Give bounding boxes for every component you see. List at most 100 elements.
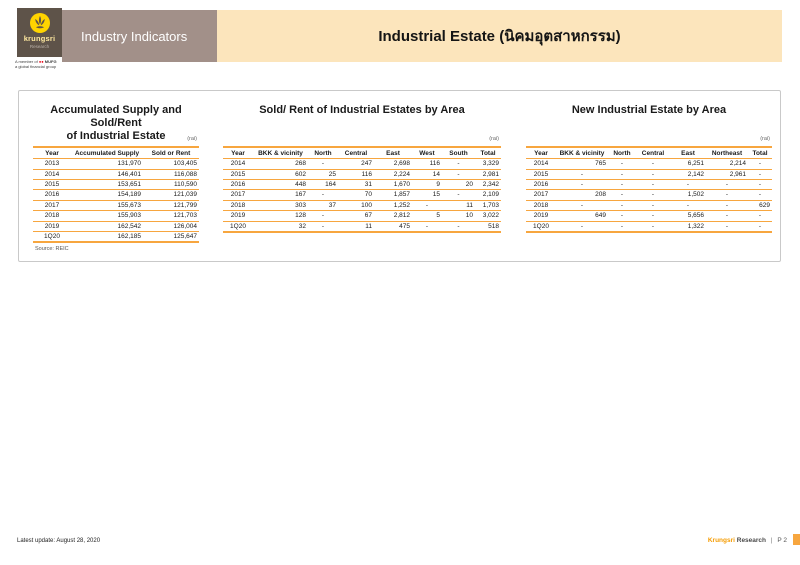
table-cell: 121,703 <box>143 210 199 222</box>
table-cell: - <box>636 221 670 234</box>
table-cell: 2016 <box>33 189 71 201</box>
table-cell: 2017 <box>33 200 71 212</box>
table-cell: 2014 <box>33 169 71 181</box>
accumulated-supply-table: Year Accumulated Supply Sold or Rent 2013 13… <box>33 146 199 244</box>
table-cell: 153,651 <box>71 179 143 191</box>
table-cell: 20 <box>442 179 475 191</box>
table-cell: 167 <box>253 189 308 201</box>
table-cell: - <box>636 158 670 170</box>
table-cell: 11 <box>442 200 475 212</box>
table-header-row: Year BKK & vicinity North Central East Northe… <box>526 146 772 160</box>
table-cell: - <box>748 189 772 201</box>
column-header: Central <box>338 146 374 160</box>
table-cell: 9 <box>412 179 442 191</box>
table-cell: - <box>748 221 772 234</box>
new-estate-by-area-table: Year BKK & vicinity North Central East Northe… <box>526 146 772 234</box>
table-cell: 649 <box>556 210 608 222</box>
krungsri-logo-icon <box>29 13 50 33</box>
section-label-text: Industry Indicators <box>81 28 188 44</box>
table-cell: 100 <box>338 200 374 212</box>
table-row: 2015 602 25 116 2,224 14-2,981 <box>223 169 501 181</box>
table-cell: - <box>442 158 475 170</box>
table-cell: 765 <box>556 158 608 170</box>
table-cell: - <box>608 179 636 191</box>
table-row: 2018 155,903 121,703 <box>33 210 199 222</box>
logo-brand-text: krungsri <box>23 34 56 43</box>
table-cell: 2018 <box>526 200 556 212</box>
column-header: North <box>608 146 636 160</box>
table-row: 2014 268-247 2,698 116-3,329 <box>223 158 501 170</box>
column-header: BKK & vicinity <box>253 146 308 160</box>
table-row: 2018 303 37 100 1,252-11 1,703 <box>223 200 501 212</box>
unit-label: (rai) <box>760 136 770 142</box>
column-header: West <box>412 146 442 160</box>
table-cell: 125,647 <box>143 231 199 244</box>
table-cell: 2,961 <box>706 169 748 181</box>
table-cell: 3,022 <box>475 210 501 222</box>
table-cell: - <box>556 200 608 212</box>
table-section-sold-rent-by-area: Sold/ Rent of Industrial Estates by Area… <box>223 91 501 261</box>
table-header-row: Year Accumulated Supply Sold or Rent <box>33 146 199 160</box>
table-cell: 32 <box>253 221 308 234</box>
table-cell: 164 <box>308 179 338 191</box>
table-row: 1Q20 32-11 475- -518 <box>223 221 501 234</box>
table-cell: - <box>608 221 636 234</box>
unit-label: (rai) <box>489 136 499 142</box>
mufg-member-note: A member of ●● MUFG a global financial g… <box>15 59 75 69</box>
table-cell: 6,251 <box>670 158 706 170</box>
section-label: Industry Indicators <box>62 10 217 62</box>
table-row: 2019 649- -5,656- - <box>526 210 772 222</box>
footer-brand: Krungsri Research | P 2 <box>708 537 787 544</box>
table-title: New Industrial Estate by Area <box>571 104 727 116</box>
table-cell: - <box>748 179 772 191</box>
page-title: Industrial Estate (นิคมอุตสาหกรรม) <box>378 28 621 45</box>
table-cell: - <box>442 189 475 201</box>
table-cell: 11 <box>338 221 374 234</box>
mufg-member-line1: A member of <box>15 59 38 64</box>
footer-brand-research: Research <box>736 537 767 544</box>
table-cell: 1,703 <box>475 200 501 212</box>
table-cell: - <box>706 221 748 234</box>
table-row: 2019 128-67 2,812 5 10 3,022 <box>223 210 501 222</box>
table-cell: 1,502 <box>670 189 706 201</box>
table-cell: 2,214 <box>706 158 748 170</box>
table-cell: 2015 <box>223 169 253 181</box>
table-row: 2015- - -2,142 2,961- <box>526 169 772 181</box>
table-cell: - <box>442 221 475 234</box>
unit-label: (rai) <box>187 136 197 142</box>
table-title: Accumulated Supply and Sold/Rent of Indus… <box>50 104 182 142</box>
table-cell: 116,088 <box>143 169 199 181</box>
table-cell: - <box>608 169 636 181</box>
source-note: Source: REIC <box>35 246 69 252</box>
sold-rent-by-area-table: Year BKK & vicinity North Central East West So… <box>223 146 501 234</box>
table-cell: - <box>670 200 706 212</box>
table-cell: - <box>556 169 608 181</box>
table-cell: 10 <box>442 210 475 222</box>
table-cell: 2019 <box>33 221 71 233</box>
column-header: East <box>670 146 706 160</box>
table-cell: - <box>308 210 338 222</box>
table-cell: 2017 <box>526 189 556 201</box>
column-header: Sold or Rent <box>143 146 199 160</box>
table-cell: 2013 <box>33 158 71 170</box>
mufg-icon: ●● <box>38 59 44 64</box>
table-row: 1Q20- - -1,322- - <box>526 221 772 234</box>
table-cell: - <box>706 189 748 201</box>
table-cell: - <box>748 169 772 181</box>
table-row: 2019 162,542 126,004 <box>33 221 199 233</box>
table-cell: 1Q20 <box>223 221 253 234</box>
table-cell: - <box>636 189 670 201</box>
table-row: 2016 154,189 121,039 <box>33 189 199 201</box>
table-cell: 155,673 <box>71 200 143 212</box>
column-header: East <box>374 146 412 160</box>
column-header: Year <box>223 146 253 160</box>
table-cell: 116 <box>412 158 442 170</box>
table-cell: - <box>308 221 338 234</box>
column-header: Accumulated Supply <box>71 146 143 160</box>
table-row: 1Q20 162,185 125,647 <box>33 231 199 244</box>
mufg-member-line2: a global financial group <box>15 64 57 69</box>
table-row: 2016- - - - - - <box>526 179 772 191</box>
table-cell: 2,224 <box>374 169 412 181</box>
table-cell: 2016 <box>526 179 556 191</box>
table-cell: 475 <box>374 221 412 234</box>
